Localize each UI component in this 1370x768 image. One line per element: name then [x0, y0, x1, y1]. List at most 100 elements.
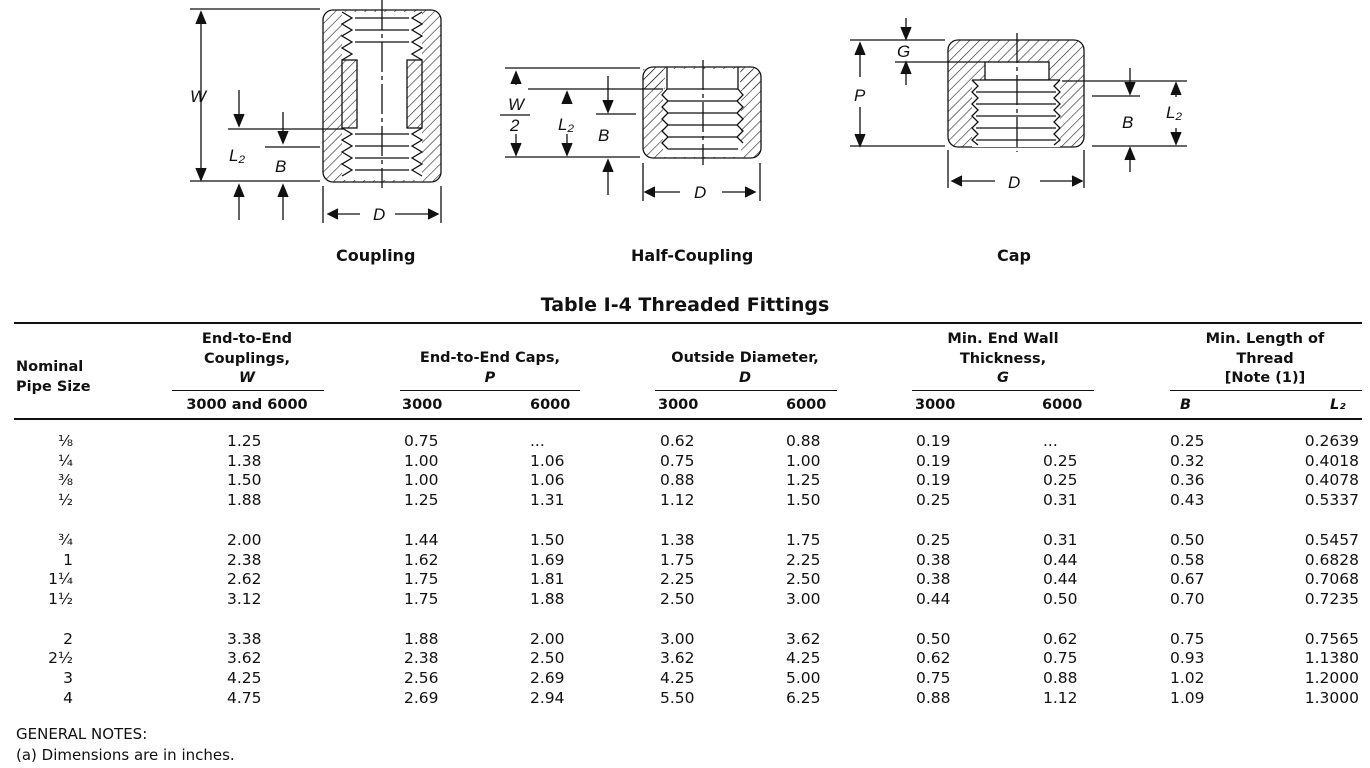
header-p-underline [400, 390, 580, 391]
table-cell: 1.06 [530, 451, 565, 470]
table-cell: 0.44 [1043, 570, 1078, 589]
table-cell: 1.69 [530, 550, 565, 569]
table-cell: 1.12 [1043, 688, 1078, 707]
table-cell: 1.25 [404, 491, 439, 510]
header-thread-text: Min. Length of Thread [1205, 331, 1325, 367]
table-cell: 0.88 [786, 432, 821, 450]
table-cell: 0.19 [916, 451, 951, 470]
header-p-text: End-to-End Caps, [419, 350, 561, 366]
table-cell: 0.25 [1170, 432, 1205, 450]
table-cell: 6.25 [786, 688, 821, 707]
table-cell: 0.19 [916, 471, 951, 490]
table-cell: 0.31 [1043, 491, 1078, 510]
table-cell: 0.7565 [1304, 629, 1359, 648]
cap-l2-label: L₂ [1166, 103, 1182, 122]
table-cell: 0.6828 [1304, 550, 1359, 569]
cap-p-label: P [854, 86, 866, 105]
table-cell: 1.81 [530, 570, 565, 589]
table-cell: 0.50 [1170, 530, 1205, 549]
coupling-b-label: B [275, 157, 286, 176]
table-cell: 0.75 [1170, 629, 1205, 648]
table-cell: ... [530, 432, 545, 450]
header-g-6000: 6000 [1042, 397, 1083, 413]
table-cell: 0.7068 [1304, 570, 1359, 589]
table-cell: 1.00 [404, 451, 439, 470]
table-cell: 1.25 [786, 471, 821, 490]
header-d-6000: 6000 [786, 397, 827, 413]
table-cell: 0.44 [1043, 550, 1078, 569]
table-cell: 1.2000 [1304, 669, 1359, 687]
header-p-symbol: P [484, 369, 496, 386]
table-cell: 0.58 [1170, 550, 1205, 569]
table-cell: 1.50 [227, 471, 262, 490]
table-cell: 1 [63, 550, 73, 569]
table-cell: 4 [63, 688, 73, 707]
table-cell: 0.31 [1043, 530, 1078, 549]
table-cell: 0.5337 [1304, 491, 1359, 510]
table-cell: 0.38 [916, 570, 951, 589]
table-cell: 2.69 [530, 669, 565, 687]
header-l2: L₂ [1330, 397, 1346, 413]
table-cell: 0.4078 [1304, 471, 1359, 490]
table-cell: 1½ [48, 589, 73, 608]
header-p-group: End-to-End Caps, P [400, 349, 580, 388]
header-b: B [1180, 397, 1192, 413]
coupling-l2-label: L₂ [229, 146, 245, 165]
table-cell: ¼ [57, 451, 73, 470]
table-cell: 1.25 [227, 432, 262, 450]
table-cell: 0.43 [1170, 491, 1205, 510]
header-g-text: Min. End Wall Thickness, [947, 331, 1059, 367]
table-cell: 2.25 [660, 570, 695, 589]
table-cell: 1.12 [660, 491, 695, 510]
table-cell: 4.25 [660, 669, 695, 687]
header-w-underline [172, 390, 324, 391]
table-cell: 2.38 [404, 649, 439, 668]
table-cell: 3.38 [227, 629, 262, 648]
table-cell: 0.88 [916, 688, 951, 707]
table-cell: 1.00 [786, 451, 821, 470]
table-cell: 5.50 [660, 688, 695, 707]
general-note-a: (a) Dimensions are in inches. [16, 746, 235, 764]
table-cell: 1.02 [1170, 669, 1205, 687]
table-cell: 2.00 [227, 530, 262, 549]
header-d-3000: 3000 [658, 397, 699, 413]
table-cell: 1.75 [660, 550, 695, 569]
table-cell: 0.88 [1043, 669, 1078, 687]
cap-drawing [850, 18, 1187, 188]
header-g-3000: 3000 [915, 397, 956, 413]
table-cell: 2.94 [530, 688, 565, 707]
table-cell: 2.62 [227, 570, 262, 589]
cap-g-label: G [897, 42, 910, 61]
table-cell: 3.62 [660, 649, 695, 668]
table-cell: 1.62 [404, 550, 439, 569]
table-cell: 0.44 [916, 589, 951, 608]
header-p-6000: 6000 [530, 397, 571, 413]
table-cell: 4.25 [786, 649, 821, 668]
table-cell: 1.09 [1170, 688, 1205, 707]
table-cell: 0.5457 [1304, 530, 1359, 549]
coupling-drawing [190, 0, 442, 223]
half-coupling-drawing [500, 60, 762, 201]
table-cell: 1.1380 [1304, 649, 1359, 668]
fitting-diagrams: W L₂ B D W 2 L₂ B D G P B L₂ D [190, 0, 1187, 224]
table-cell: 0.75 [916, 669, 951, 687]
table-top-rule [14, 322, 1362, 324]
header-g-symbol: G [997, 370, 1009, 386]
table-cell: 2.56 [404, 669, 439, 687]
table-cell: 4.25 [227, 669, 262, 687]
table-cell: 1.38 [660, 530, 695, 549]
table-cell: ... [1043, 432, 1058, 450]
table-cell: 2.38 [227, 550, 262, 569]
half-coupling-w-label: W [508, 95, 526, 114]
table-cell: 0.19 [916, 432, 951, 450]
table-cell: 1.3000 [1304, 688, 1359, 707]
table-cell: 0.2639 [1304, 432, 1359, 450]
table-cell: 2.50 [660, 589, 695, 608]
header-w-group: End-to-End Couplings, W [172, 330, 322, 389]
table-cell: 1.88 [404, 629, 439, 648]
table-cell: 0.38 [916, 550, 951, 569]
header-w-sub: 3000 and 6000 [186, 397, 308, 413]
table-cell: ¾ [57, 530, 73, 549]
table-cell: 0.25 [1043, 451, 1078, 470]
cap-d-label: D [1008, 173, 1020, 192]
